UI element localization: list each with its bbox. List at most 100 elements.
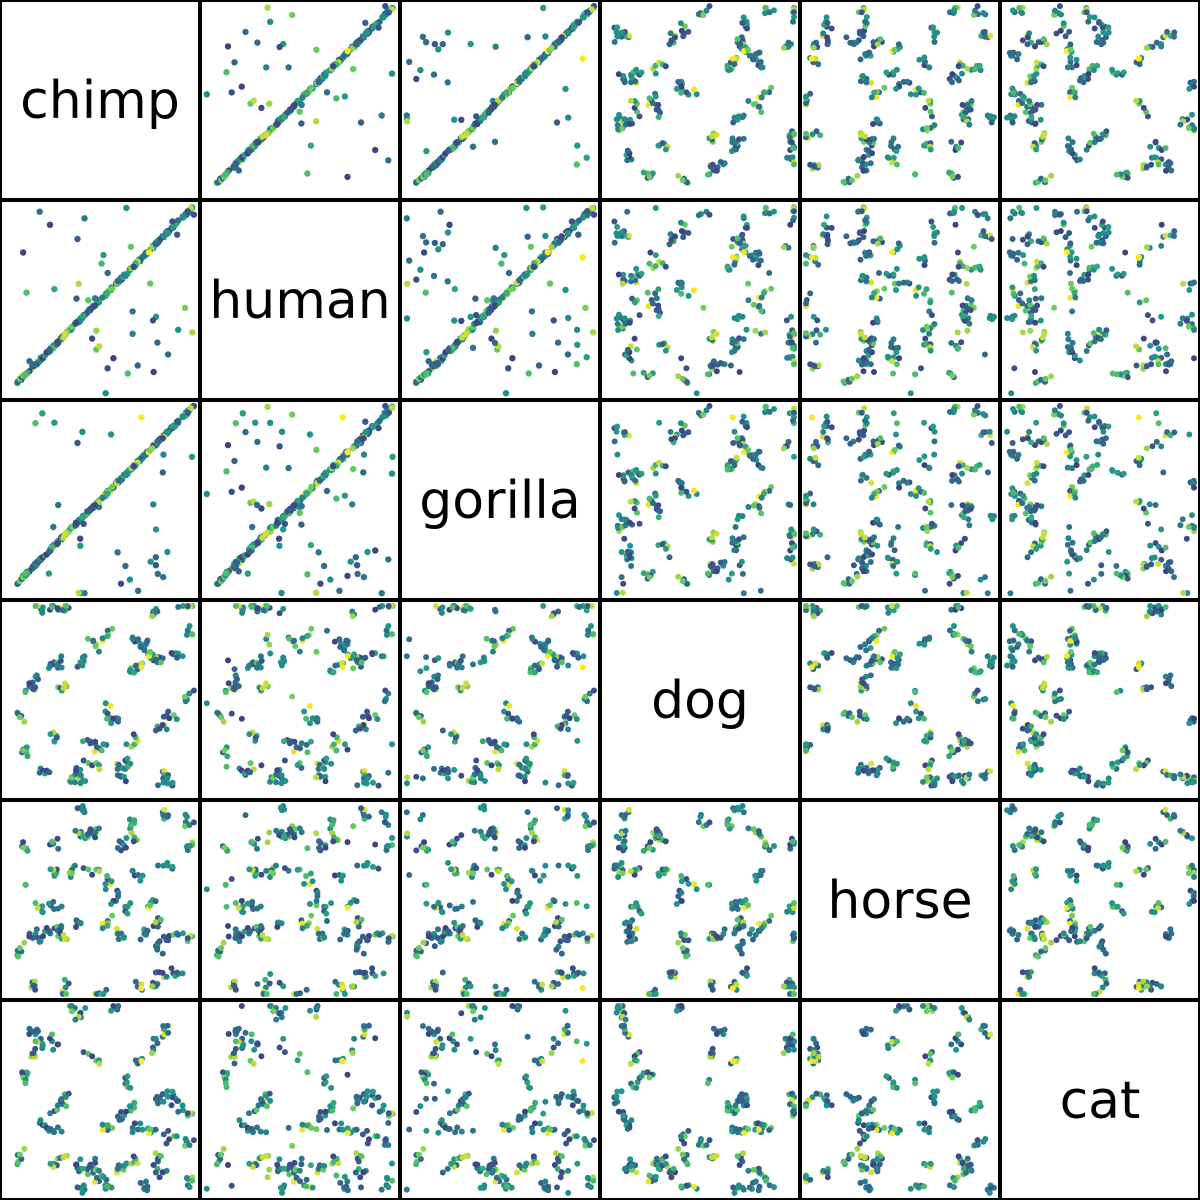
data-point xyxy=(483,635,490,642)
data-point xyxy=(154,570,161,578)
data-point xyxy=(1051,208,1058,215)
data-point xyxy=(632,78,639,85)
data-point xyxy=(472,295,479,302)
data-point xyxy=(435,655,442,662)
data-point xyxy=(733,454,740,461)
panel-human-vs-cat xyxy=(1000,200,1200,400)
data-point xyxy=(548,244,555,251)
data-point xyxy=(1144,113,1151,120)
data-point xyxy=(677,420,684,427)
data-point xyxy=(621,429,627,436)
data-point xyxy=(100,741,107,748)
data-point xyxy=(874,240,881,247)
panel-border xyxy=(800,0,1000,200)
data-point xyxy=(246,548,254,555)
data-point xyxy=(385,603,392,609)
data-point xyxy=(1165,159,1172,165)
data-point xyxy=(344,47,351,55)
data-point xyxy=(1151,154,1158,161)
data-point xyxy=(276,542,283,549)
data-point xyxy=(267,18,274,25)
data-point xyxy=(1006,49,1013,56)
data-point xyxy=(337,644,344,650)
data-point xyxy=(248,604,255,611)
data-point xyxy=(986,114,993,121)
data-point xyxy=(147,280,154,287)
data-point xyxy=(960,514,967,521)
data-point xyxy=(551,656,558,663)
data-point xyxy=(357,119,365,126)
data-point xyxy=(1006,448,1013,455)
data-point xyxy=(225,657,231,664)
data-point xyxy=(614,451,621,458)
data-point xyxy=(431,239,438,247)
data-point xyxy=(357,725,364,732)
data-point xyxy=(515,772,522,779)
data-point xyxy=(1009,440,1016,446)
data-point xyxy=(80,520,87,527)
data-point xyxy=(244,570,251,577)
data-point xyxy=(528,308,536,315)
data-point xyxy=(281,520,289,527)
data-point xyxy=(242,28,249,36)
data-point xyxy=(955,63,962,70)
data-point xyxy=(865,548,872,555)
data-point xyxy=(114,549,121,556)
data-point xyxy=(591,687,597,694)
data-point xyxy=(646,372,653,379)
data-point xyxy=(1109,66,1116,73)
data-point xyxy=(316,477,323,484)
data-point xyxy=(289,693,296,700)
data-point xyxy=(535,362,543,369)
data-point xyxy=(382,402,389,410)
data-point xyxy=(540,204,547,211)
data-point xyxy=(652,470,659,477)
data-point xyxy=(745,98,752,104)
data-point xyxy=(925,766,932,773)
data-point xyxy=(542,33,549,40)
data-point xyxy=(1099,218,1106,225)
data-point xyxy=(636,312,643,319)
data-point xyxy=(758,109,765,116)
data-point xyxy=(755,249,762,256)
data-point xyxy=(785,43,792,50)
data-point xyxy=(1136,299,1143,306)
data-point xyxy=(580,14,587,21)
data-point xyxy=(1064,330,1071,337)
data-point xyxy=(20,747,27,754)
data-point xyxy=(860,568,867,575)
data-point xyxy=(739,19,746,26)
data-point xyxy=(855,555,862,562)
data-point xyxy=(1031,78,1038,85)
data-point xyxy=(948,289,955,296)
data-point xyxy=(110,355,117,362)
data-point xyxy=(913,91,920,98)
data-point xyxy=(307,720,313,727)
data-point xyxy=(982,33,988,40)
data-point xyxy=(668,236,675,243)
data-point xyxy=(1024,241,1031,248)
data-point xyxy=(344,572,351,580)
data-point xyxy=(889,159,895,166)
data-point xyxy=(659,341,666,348)
data-point xyxy=(1041,131,1048,138)
data-point xyxy=(675,172,682,179)
data-point xyxy=(949,747,956,754)
data-point xyxy=(791,9,797,16)
data-point xyxy=(1040,463,1047,470)
data-point xyxy=(1113,371,1120,378)
data-point xyxy=(1033,347,1040,354)
data-point xyxy=(184,208,191,215)
data-point xyxy=(1097,336,1104,343)
data-point xyxy=(762,329,769,336)
data-point xyxy=(810,526,817,533)
data-point xyxy=(951,7,957,14)
data-point xyxy=(406,636,413,643)
data-point xyxy=(652,205,659,211)
data-point xyxy=(1060,20,1067,27)
data-point xyxy=(375,424,382,432)
data-point xyxy=(824,19,831,26)
data-point xyxy=(713,568,720,575)
data-point xyxy=(263,64,270,71)
data-point xyxy=(713,330,720,337)
